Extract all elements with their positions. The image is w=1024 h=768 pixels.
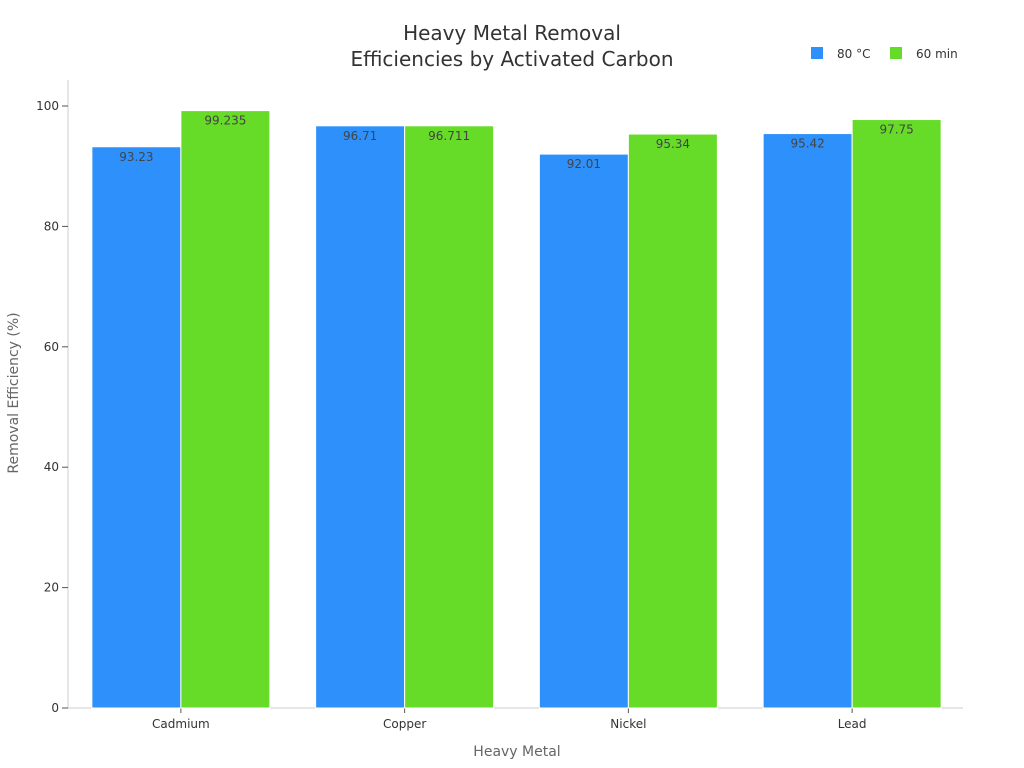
x-axis-title: Heavy Metal <box>473 744 560 760</box>
bar-data-label: 93.23 <box>119 150 153 164</box>
y-tick-label: 20 <box>44 581 59 595</box>
legend-label: 60 min <box>916 47 958 61</box>
legend: 80 °C 60 min <box>811 47 958 61</box>
bar-cadmium-series-1 <box>180 110 271 709</box>
data-labels: 93.23 99.235 96.71 96.711 92.01 95.34 95.42 97.… <box>119 114 914 171</box>
legend-label: 80 °C <box>837 47 870 61</box>
y-tick-label: 60 <box>44 340 59 354</box>
bar-data-label: 97.75 <box>879 123 913 137</box>
bar-lead-series-0 <box>762 133 853 709</box>
bar-data-label: 95.34 <box>656 137 690 151</box>
bar-data-label: 92.01 <box>567 157 601 171</box>
legend-swatch <box>811 47 823 59</box>
legend-swatch <box>890 47 902 59</box>
bar-data-label: 96.71 <box>343 129 377 143</box>
bar-data-label: 96.711 <box>428 129 470 143</box>
chart-title-line-1: Heavy Metal Removal <box>403 21 621 45</box>
y-tick-label: 100 <box>36 99 59 113</box>
y-axis: 0 20 40 60 80 100 <box>36 80 69 715</box>
chart-title-line-2: Efficiencies by Activated Carbon <box>350 47 673 71</box>
x-axis: Cadmium Copper Nickel Lead <box>68 707 963 731</box>
bar-data-label: 99.235 <box>204 114 246 128</box>
y-tick-label: 80 <box>44 219 59 233</box>
bar-data-label: 95.42 <box>790 137 824 151</box>
y-axis-title: Removal Efficiency (%) <box>6 312 22 473</box>
x-tick-label: Copper <box>383 717 426 731</box>
bars <box>91 110 942 709</box>
chart-title: Heavy Metal Removal Efficiencies by Acti… <box>350 21 673 71</box>
bar-lead-series-1 <box>851 119 942 709</box>
x-tick-label: Nickel <box>610 717 646 731</box>
y-tick-label: 0 <box>51 701 59 715</box>
bar-cadmium-series-0 <box>91 146 182 709</box>
bar-nickel-series-1 <box>627 133 718 709</box>
bar-nickel-series-0 <box>538 153 629 709</box>
bar-copper-series-0 <box>315 125 406 709</box>
y-tick-label: 40 <box>44 460 59 474</box>
x-tick-label: Lead <box>838 717 867 731</box>
bar-copper-series-1 <box>404 125 495 709</box>
x-tick-label: Cadmium <box>152 717 210 731</box>
